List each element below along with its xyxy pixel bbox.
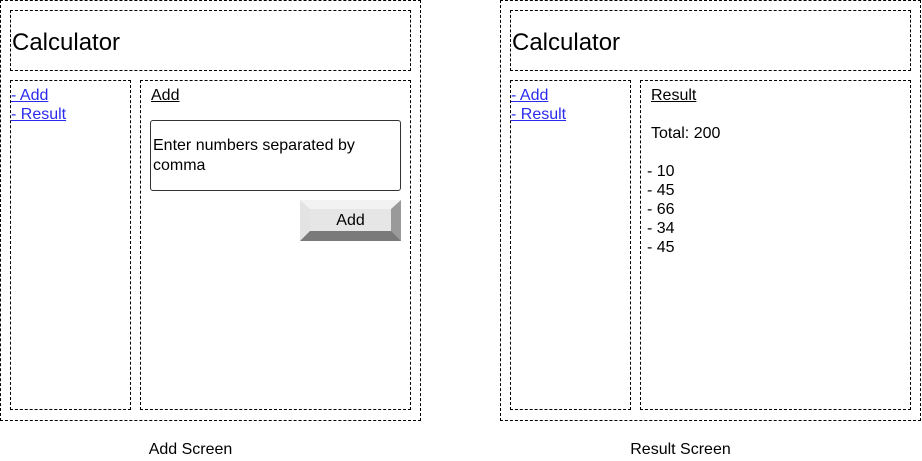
result-total-text: Total: 200 <box>651 125 721 142</box>
add-screen-sidebar <box>10 80 131 410</box>
add-screen-content <box>140 80 411 410</box>
numbers-input-field[interactable]: Enter numbers separated by comma <box>150 120 401 191</box>
result-screen-frame <box>500 0 921 421</box>
add-screen-header <box>10 10 411 71</box>
numbers-input-placeholder: Enter numbers separated by comma <box>153 137 355 174</box>
result-screen-header <box>510 10 911 71</box>
result-item: - 45 <box>647 239 675 256</box>
result-item: - 34 <box>647 220 675 237</box>
result-item: - 66 <box>647 201 675 218</box>
result-screen-nav-result-link[interactable]: - Result <box>511 106 567 123</box>
result-item: - 10 <box>647 163 675 180</box>
result-screen-nav-add-link[interactable]: - Add <box>511 87 549 104</box>
add-screen-app-title: Calculator <box>12 29 121 56</box>
add-screen-frame <box>0 0 421 421</box>
result-items-list: - 10 - 45 - 66 - 34 - 45 <box>647 162 675 257</box>
result-screen-app-title: Calculator <box>512 29 621 56</box>
result-item: - 45 <box>647 182 675 199</box>
add-screen-section-title: Add <box>151 87 180 104</box>
result-screen-content <box>640 80 911 410</box>
add-screen-nav-result-link[interactable]: - Result <box>11 106 67 123</box>
result-screen-section-title: Result <box>651 87 697 104</box>
result-screen-caption: Result Screen <box>630 441 731 458</box>
result-screen-sidebar <box>510 80 631 410</box>
add-button[interactable]: Add <box>300 200 401 241</box>
add-screen-nav-add-link[interactable]: - Add <box>11 87 49 104</box>
add-button-label: Add <box>336 211 365 229</box>
add-screen-caption: Add Screen <box>148 441 233 458</box>
